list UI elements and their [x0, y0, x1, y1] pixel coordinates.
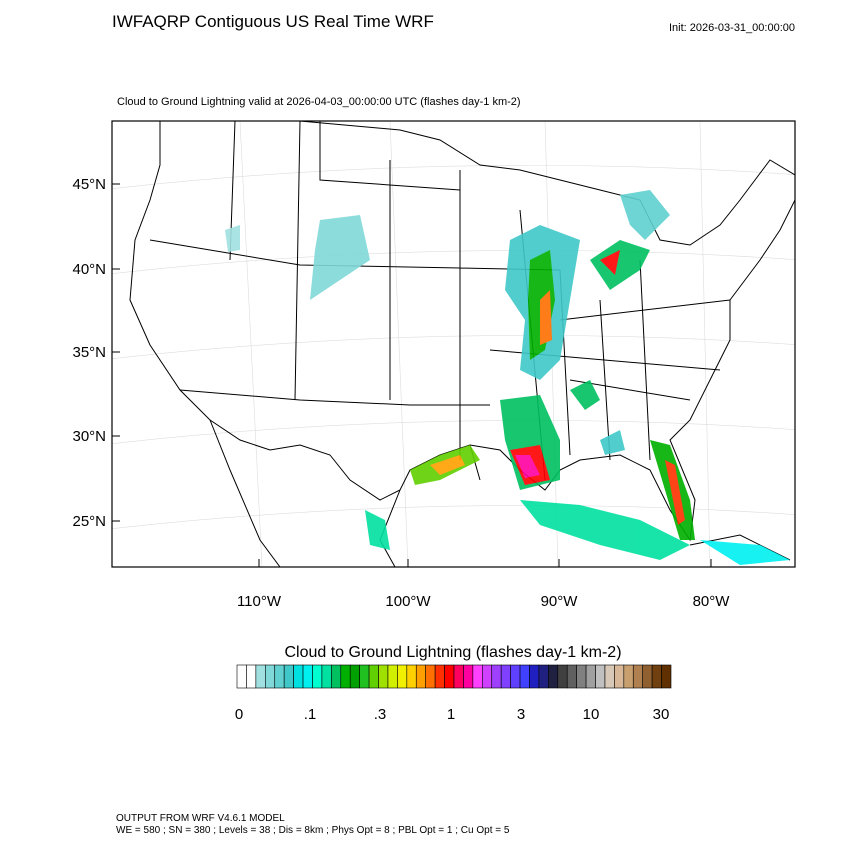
colorbar-swatch [585, 664, 596, 689]
lon-label: 90°W [541, 593, 579, 610]
lat-label: 45°N [72, 176, 106, 193]
colorbar-swatch [510, 664, 521, 689]
colorbar-label: .3 [374, 706, 387, 723]
colorbar-label: 10 [583, 706, 600, 723]
colorbar-swatch [472, 664, 483, 689]
colorbar-swatch [519, 664, 530, 689]
colorbar-swatch [425, 664, 436, 689]
colorbar-label: 1 [447, 706, 455, 723]
colorbar-swatch [548, 664, 559, 689]
colorbar-swatch [434, 664, 445, 689]
colorbar-label: 30 [653, 706, 670, 723]
colorbar-swatch [312, 664, 323, 689]
colorbar-swatch [642, 664, 653, 689]
colorbar-swatch [397, 664, 408, 689]
lightning [225, 190, 790, 565]
colorbar-swatch [378, 664, 389, 689]
lat-label: 35°N [72, 344, 106, 361]
colorbar-swatch [566, 664, 577, 689]
colorbar-swatch [491, 664, 502, 689]
init-time: Init: 2026-03-31_00:00:00 [669, 22, 795, 34]
colorbar-swatch [321, 664, 332, 689]
colorbar-swatch [651, 664, 662, 689]
lon-label: 110°W [237, 593, 282, 610]
colorbar-swatch [246, 664, 257, 689]
lon-label: 80°W [693, 593, 731, 610]
colorbar-swatch [557, 664, 568, 689]
map: 45°N 40°N 35°N 30°N 25°N 110°W 100°W 90°W 80°W [72, 120, 796, 610]
footer-line: OUTPUT FROM WRF V4.6.1 MODEL [116, 813, 285, 824]
colorbar-swatch [331, 664, 342, 689]
colorbar-swatch [302, 664, 313, 689]
colorbar-swatch [415, 664, 426, 689]
colorbar-swatch [274, 664, 285, 689]
colorbar-swatch [293, 664, 304, 689]
colorbar-swatch [283, 664, 294, 689]
lon-label: 100°W [385, 593, 431, 610]
colorbar-swatch [444, 664, 455, 689]
colorbar-swatch [463, 664, 474, 689]
colorbar-swatch [500, 664, 511, 689]
colorbar-swatch [340, 664, 351, 689]
lat-label: 25°N [72, 513, 106, 530]
colorbar-swatch [595, 664, 606, 689]
colorbar-swatch [661, 664, 672, 689]
colorbar-swatch [368, 664, 379, 689]
colorbar: 0 .1 .3 1 3 10 30 [235, 664, 672, 723]
colorbar-swatch [406, 664, 417, 689]
lat-label: 30°N [72, 428, 106, 445]
axis-labels: 45°N 40°N 35°N 30°N 25°N 110°W 100°W 90°W 80°W [72, 176, 730, 610]
colorbar-swatch [453, 664, 464, 689]
colorbar-swatch [349, 664, 360, 689]
colorbar-title: Cloud to Ground Lightning (flashes day-1… [284, 644, 621, 661]
state-lines [149, 121, 731, 481]
colorbar-swatch [255, 664, 266, 689]
map-frame [111, 120, 796, 568]
colorbar-swatch [604, 664, 615, 689]
colorbar-swatch [614, 664, 625, 689]
colorbar-label: .1 [304, 706, 317, 723]
colorbar-swatch [359, 664, 370, 689]
title: IWFAQRP Contiguous US Real Time WRF [112, 12, 434, 31]
lat-label: 40°N [72, 261, 106, 278]
colorbar-swatch [576, 664, 587, 689]
colorbar-swatch [623, 664, 634, 689]
graticule [112, 121, 795, 567]
colorbar-label: 0 [235, 706, 243, 723]
colorbar-swatch [482, 664, 493, 689]
colorbar-swatch [387, 664, 398, 689]
colorbar-swatch [632, 664, 643, 689]
subtitle: Cloud to Ground Lightning valid at 2026-… [117, 96, 521, 108]
colorbar-swatch [538, 664, 549, 689]
colorbar-label: 3 [517, 706, 525, 723]
footer-line: WE = 580 ; SN = 380 ; Levels = 38 ; Dis … [116, 825, 510, 836]
colorbar-swatch [236, 664, 247, 689]
colorbar-swatch [529, 664, 540, 689]
colorbar-swatch [265, 664, 276, 689]
